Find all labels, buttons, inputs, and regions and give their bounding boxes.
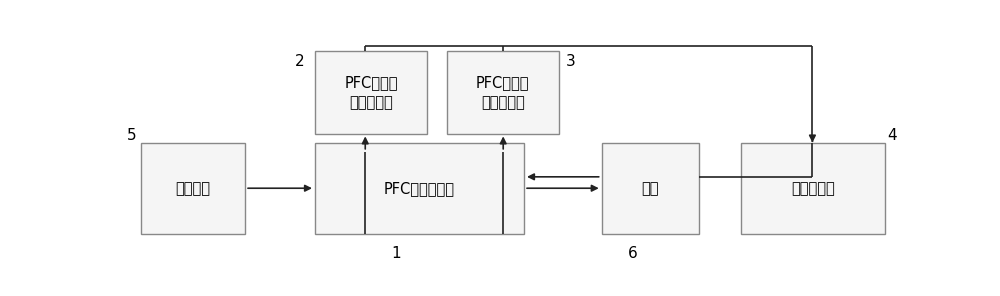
Bar [602, 143, 698, 234]
Text: 负载: 负载 [641, 181, 659, 196]
Bar [315, 52, 427, 133]
Bar [741, 143, 885, 234]
Text: 2: 2 [295, 54, 304, 69]
Text: 6: 6 [628, 246, 638, 261]
Text: 1: 1 [391, 246, 401, 261]
Text: 交流电源: 交流电源 [175, 181, 210, 196]
Bar [315, 143, 524, 234]
Bar [447, 52, 559, 133]
Text: 4: 4 [887, 128, 897, 143]
Text: PFC电感电
流采样电路: PFC电感电 流采样电路 [476, 75, 530, 110]
Text: 5: 5 [126, 128, 136, 143]
Text: PFC主功率电路: PFC主功率电路 [384, 181, 455, 196]
Text: PFC电感电
压采样电路: PFC电感电 压采样电路 [344, 75, 398, 110]
Text: 主控制模块: 主控制模块 [791, 181, 835, 196]
Bar [140, 143, 245, 234]
Text: 3: 3 [566, 54, 576, 69]
